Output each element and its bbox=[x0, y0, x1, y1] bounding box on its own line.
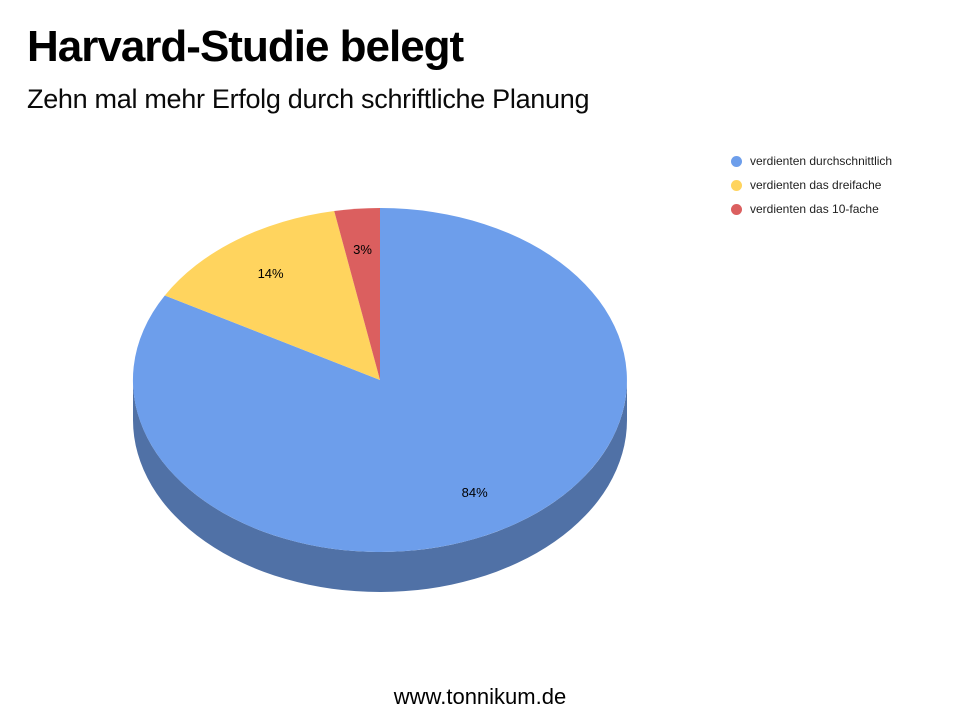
legend-label: verdienten das dreifache bbox=[750, 178, 882, 192]
legend-label: verdienten das 10-fache bbox=[750, 202, 879, 216]
footer-url: www.tonnikum.de bbox=[393, 684, 567, 709]
chart-legend: verdienten durchschnittlich verdienten da… bbox=[731, 154, 892, 226]
page-subtitle: Zehn mal mehr Erfolg durch schriftliche … bbox=[27, 84, 590, 114]
pie-slice-1 bbox=[164, 211, 380, 380]
legend-item-2: verdienten das 10-fache bbox=[731, 202, 892, 216]
pie-slice-value-label-0: 84% bbox=[462, 485, 488, 500]
legend-dot-icon bbox=[731, 179, 742, 191]
legend-item-0: verdienten durchschnittlich bbox=[731, 154, 892, 168]
legend-item-1: verdienten das dreifache bbox=[731, 178, 892, 192]
pie-slice-0 bbox=[132, 208, 627, 552]
legend-dot-icon bbox=[731, 155, 742, 167]
pie-slice-value-label-1: 14% bbox=[258, 266, 284, 281]
legend-dot-icon bbox=[731, 203, 742, 215]
page-title: Harvard-Studie belegt bbox=[27, 22, 464, 71]
legend-label: verdienten durchschnittlich bbox=[750, 154, 893, 168]
pie-depth-side bbox=[133, 380, 627, 592]
pie-slice-2 bbox=[334, 208, 380, 380]
pie-slice-value-label-2: 3% bbox=[353, 242, 372, 257]
